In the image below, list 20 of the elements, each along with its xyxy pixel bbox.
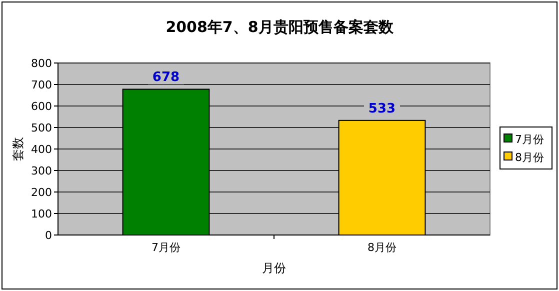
series: 533 [338,100,426,236]
y-tick-label: 0 [45,229,52,242]
data-label: 678 [152,70,180,86]
x-axis-title: 月份 [262,261,286,275]
y-tick-label: 700 [31,78,52,92]
legend-label: 8月份 [515,151,544,164]
y-tick-label: 300 [31,164,52,178]
series: 678 [122,69,210,236]
y-tick-label: 200 [31,186,52,199]
y-tick-label: 100 [31,208,52,220]
legend-item: 7月份 [504,133,544,146]
legend-label: 7月份 [515,133,544,146]
y-tick-label: 400 [31,143,52,156]
y-tick-label: 600 [31,100,52,113]
legend-item: 8月份 [504,151,544,164]
data-label: 533 [368,101,396,116]
y-tick-label: 500 [31,122,52,134]
y-axis-title: 套数 [11,137,25,161]
y-tick-label: 800 [31,57,52,70]
chart-title: 2008年7、8月贵阳预售备案套数 [166,18,394,36]
